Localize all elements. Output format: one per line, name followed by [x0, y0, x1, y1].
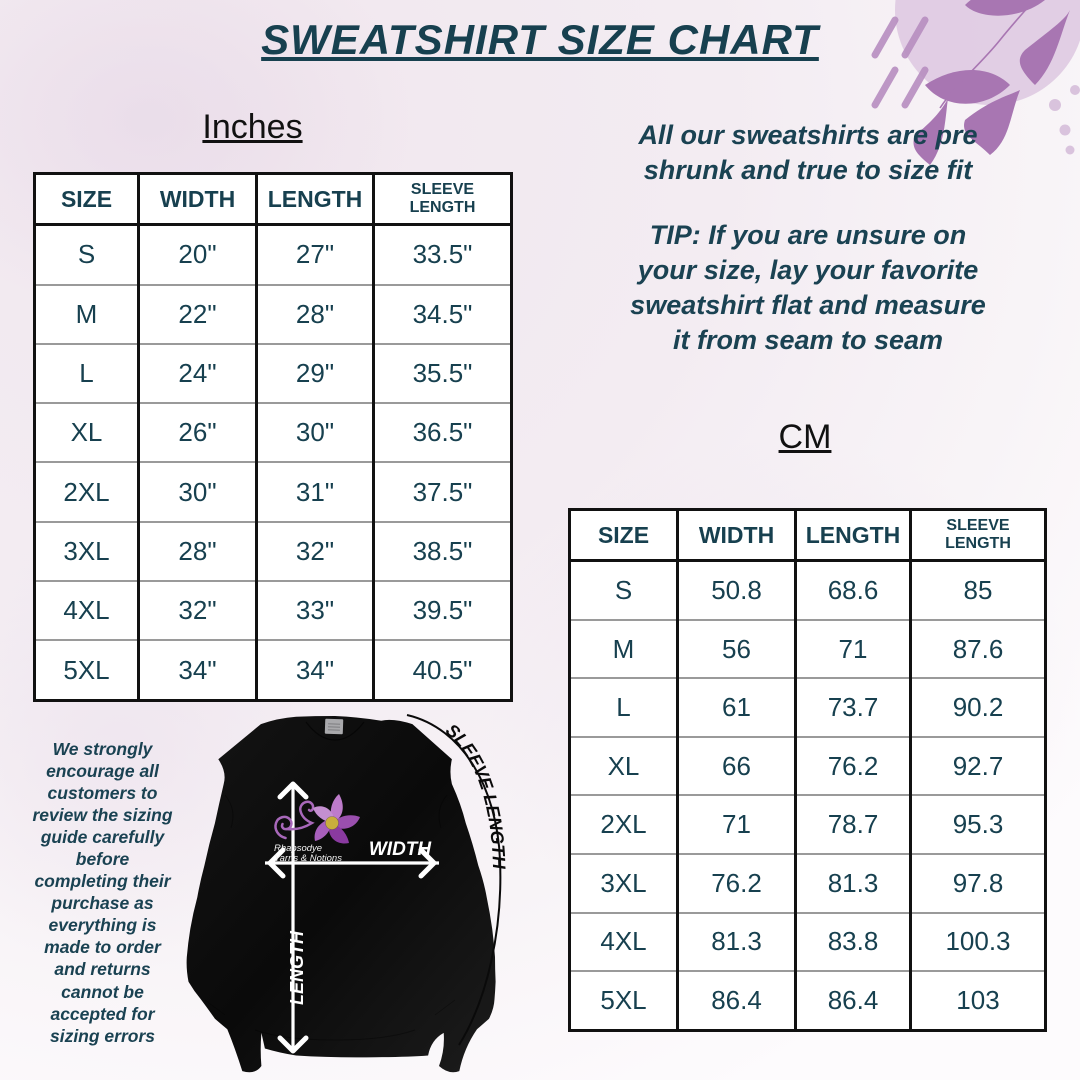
- svg-text:Rhapsodye: Rhapsodye: [274, 843, 322, 854]
- svg-text:Yarns & Notions: Yarns & Notions: [274, 853, 342, 864]
- svg-text:WIDTH: WIDTH: [369, 839, 433, 860]
- svg-text:LENGTH: LENGTH: [287, 930, 307, 1005]
